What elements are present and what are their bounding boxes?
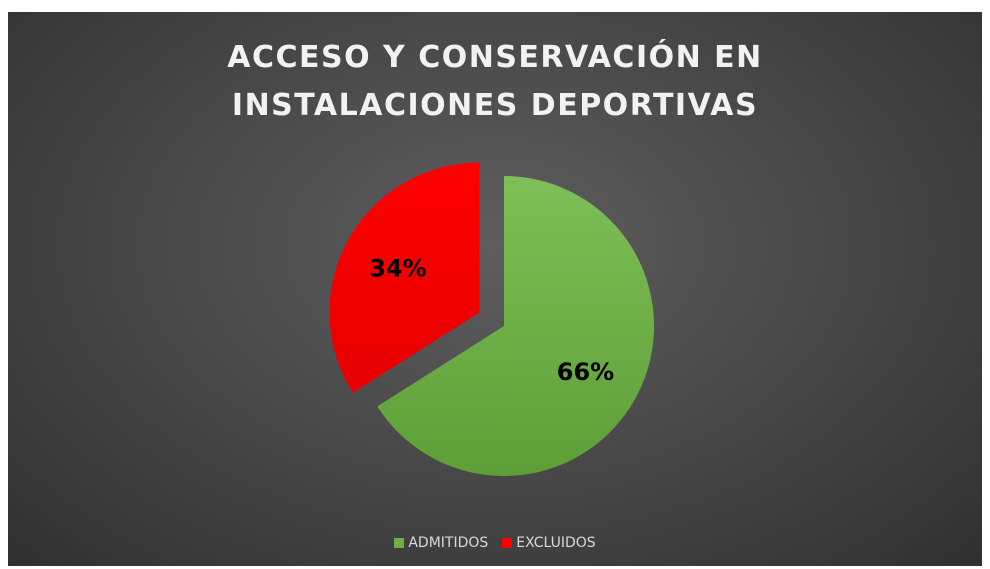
legend-item-admitidos: ADMITIDOS [394,535,488,551]
pie-slice-admitidos [377,176,654,477]
data-label-admitidos: 66% [557,358,614,386]
pie-chart: 66% 34% [329,162,654,477]
chart-title-line-1: ACCESO Y CONSERVACIÓN EN [227,40,763,75]
legend: ADMITIDOS EXCLUIDOS [8,535,982,551]
pie-slice-excluidos [329,162,480,393]
legend-swatch-admitidos [394,538,405,548]
chart-area: ACCESO Y CONSERVACIÓN EN INSTALACIONES D… [8,12,982,566]
legend-label-admitidos: ADMITIDOS [408,535,489,551]
chart-title: ACCESO Y CONSERVACIÓN EN INSTALACIONES D… [8,34,982,130]
chart-title-line-2: INSTALACIONES DEPORTIVAS [231,88,759,123]
legend-label-excluidos: EXCLUIDOS [516,535,596,551]
legend-item-excluidos: EXCLUIDOS [502,535,596,551]
legend-swatch-excluidos [502,538,513,548]
data-label-excluidos: 34% [369,255,426,283]
